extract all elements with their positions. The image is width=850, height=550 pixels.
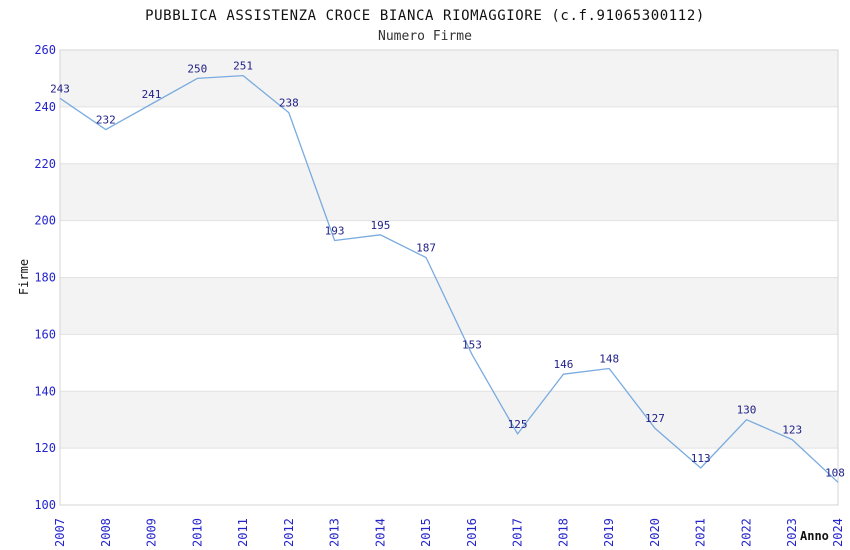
point-label-2008: 232 — [96, 114, 116, 127]
y-tick-label-180: 180 — [34, 271, 56, 285]
plot-border — [59, 49, 839, 506]
x-tick-label-2008: 2008 — [99, 518, 113, 547]
point-label-2012: 238 — [279, 97, 299, 110]
x-tick-label-2010: 2010 — [190, 518, 204, 547]
point-label-2024: 108 — [825, 466, 845, 479]
y-tick-label-260: 260 — [34, 43, 56, 57]
point-label-2016: 153 — [462, 338, 482, 351]
x-tick-label-2020: 2020 — [648, 518, 662, 547]
point-label-2009: 241 — [142, 88, 162, 101]
point-label-2018: 146 — [553, 358, 573, 371]
chart-title: PUBBLICA ASSISTENZA CROCE BIANCA RIOMAGG… — [145, 8, 705, 24]
x-tick-label-2018: 2018 — [556, 518, 570, 547]
y-tick-label-160: 160 — [34, 327, 56, 341]
y-tick-label-120: 120 — [34, 441, 56, 455]
plot-band — [60, 50, 838, 107]
x-axis-title: Anno — [800, 529, 829, 543]
x-tick-label-2023: 2023 — [785, 518, 799, 547]
point-label-2013: 193 — [325, 225, 345, 238]
point-label-2014: 195 — [370, 219, 390, 232]
x-tick-label-2009: 2009 — [145, 518, 159, 547]
point-label-2019: 148 — [599, 353, 619, 366]
point-label-2010: 250 — [187, 62, 207, 75]
x-tick-label-2014: 2014 — [373, 518, 387, 547]
plot-band — [60, 391, 838, 449]
point-label-2020: 127 — [645, 412, 665, 425]
x-tick-label-2017: 2017 — [511, 518, 525, 547]
x-tick-label-2021: 2021 — [694, 518, 708, 547]
point-label-2015: 187 — [416, 242, 436, 255]
plot-band — [60, 163, 838, 221]
x-tick-label-2024: 2024 — [831, 518, 845, 547]
line-series-group — [59, 74, 839, 483]
x-tick-label-2019: 2019 — [602, 518, 616, 547]
point-label-2007: 243 — [50, 82, 70, 95]
y-tick-label-140: 140 — [34, 384, 56, 398]
x-tick-label-2007: 2007 — [53, 518, 67, 547]
x-tick-label-2013: 2013 — [328, 518, 342, 547]
x-tick-label-2015: 2015 — [419, 518, 433, 547]
chart-subtitle: Numero Firme — [378, 29, 472, 44]
plot-bands-group — [60, 50, 838, 449]
y-tick-label-220: 220 — [34, 157, 56, 171]
y-axis-title: Firme — [17, 259, 31, 295]
x-axis-ticks-group: 2007 2008 2009 2010 2011 2012 2013 2014 2015 2016… — [53, 518, 845, 547]
point-labels-group: 243 232 241 250 251 238 193 195 187 153 125 146 148 1… — [50, 60, 845, 480]
y-tick-label-200: 200 — [34, 214, 56, 228]
series-line — [59, 74, 839, 483]
y-tick-label-100: 100 — [34, 498, 56, 512]
x-tick-label-2022: 2022 — [740, 518, 754, 547]
point-label-2011: 251 — [233, 60, 253, 73]
x-tick-label-2016: 2016 — [465, 518, 479, 547]
point-label-2023: 123 — [782, 424, 802, 437]
x-tick-label-2011: 2011 — [236, 518, 250, 547]
y-axis-ticks-group: 100 120 140 160 180 200 220 240 260 — [34, 43, 56, 512]
point-label-2022: 130 — [737, 404, 757, 417]
y-tick-label-240: 240 — [34, 100, 56, 114]
point-label-2017: 125 — [508, 418, 528, 431]
point-label-2021: 113 — [691, 452, 711, 465]
x-tick-label-2012: 2012 — [282, 518, 296, 547]
